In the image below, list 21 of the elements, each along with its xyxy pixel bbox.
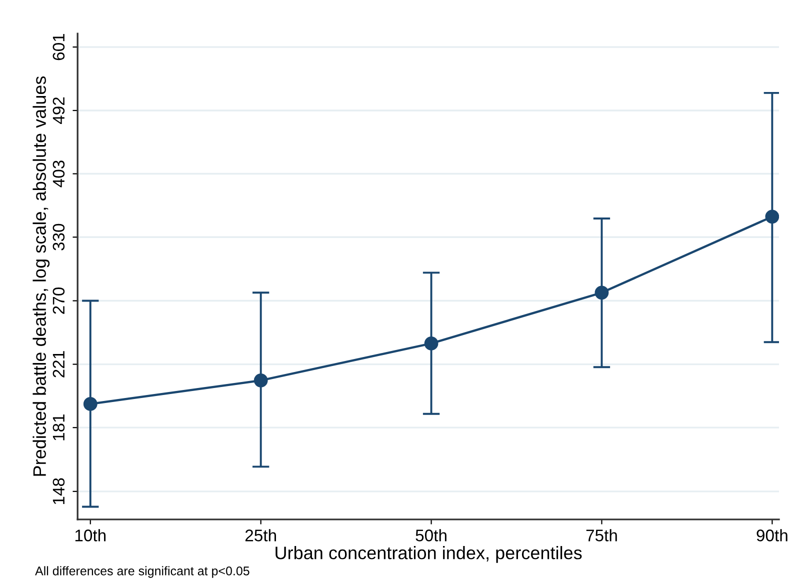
x-tick-label: 25th	[245, 529, 276, 542]
y-tick-label: 330	[52, 224, 65, 250]
text: All differences are significant at p<0.05	[35, 566, 250, 578]
y-tick-label: 148	[52, 478, 65, 504]
x-tick-label: 90th	[756, 529, 788, 542]
y-tick-label: 270	[52, 288, 65, 314]
y-axis-title: Predicted battle deaths, log scale, absolute values	[32, 76, 50, 476]
point	[254, 374, 268, 388]
y-tick-label: 403	[52, 160, 65, 188]
y-tick-label: 492	[52, 97, 65, 124]
y-tick-label: 601	[52, 34, 65, 60]
x-tick-label: 75th	[586, 529, 617, 542]
y-tick-label: 181	[52, 414, 65, 440]
y-tick-label: 221	[52, 351, 64, 378]
point	[83, 397, 98, 411]
x-tick-label: 10th	[75, 529, 106, 542]
x-tick-label: 50th	[416, 529, 446, 542]
point	[594, 286, 609, 300]
x-axis-title: Urban concentration index, percentiles	[276, 546, 582, 563]
point	[765, 210, 779, 224]
point	[424, 336, 438, 350]
